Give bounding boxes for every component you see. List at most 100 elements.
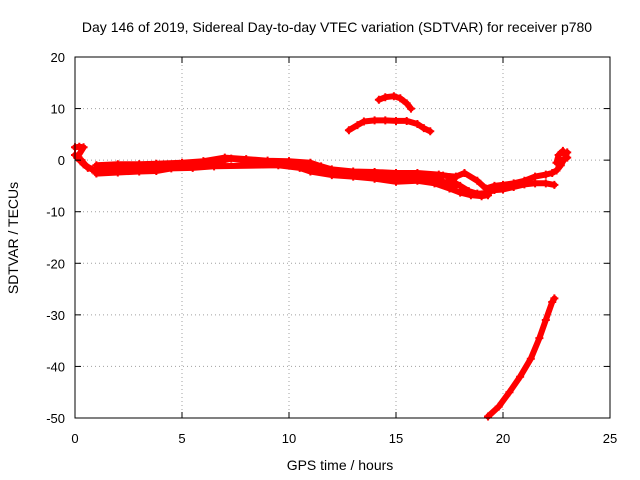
series-ramp bbox=[344, 116, 435, 136]
data-point bbox=[494, 402, 503, 411]
data-point bbox=[541, 179, 550, 188]
data-point bbox=[344, 126, 353, 135]
plot-frame bbox=[74, 56, 611, 419]
data-point bbox=[295, 163, 304, 172]
data-point bbox=[392, 169, 400, 178]
data-point bbox=[317, 162, 326, 171]
x-tick-label: 15 bbox=[389, 431, 403, 446]
data-point bbox=[481, 189, 490, 198]
chart-title: Day 146 of 2019, Sidereal Day-to-day VTE… bbox=[82, 19, 592, 35]
y-tick-label: -30 bbox=[46, 308, 65, 323]
data-point bbox=[484, 412, 493, 421]
x-tick-label: 20 bbox=[496, 431, 510, 446]
x-tick-label: 10 bbox=[282, 431, 296, 446]
data-point bbox=[439, 171, 448, 180]
data-point bbox=[327, 171, 336, 180]
data-point bbox=[413, 120, 422, 129]
data-point bbox=[306, 167, 315, 176]
data-point bbox=[210, 162, 219, 171]
y-tick-label: -40 bbox=[46, 359, 65, 374]
series-tail-lower bbox=[445, 175, 559, 198]
data-point bbox=[424, 173, 433, 182]
data-point bbox=[381, 116, 390, 125]
data-point bbox=[473, 176, 482, 185]
data-point bbox=[473, 189, 482, 198]
data-point bbox=[516, 372, 525, 381]
x-axis-label: GPS time / hours bbox=[287, 457, 394, 473]
data-point bbox=[135, 160, 144, 169]
data-point bbox=[152, 159, 161, 168]
data-point bbox=[135, 167, 144, 176]
data-point bbox=[451, 172, 460, 181]
data-point bbox=[460, 169, 469, 178]
data-point bbox=[92, 169, 101, 178]
data-point bbox=[554, 150, 563, 159]
series-descent bbox=[484, 294, 559, 421]
data-point bbox=[556, 157, 565, 166]
data-point bbox=[499, 185, 507, 194]
data-point bbox=[426, 127, 435, 136]
data-point bbox=[392, 116, 400, 125]
data-point bbox=[552, 158, 561, 167]
data-point bbox=[274, 161, 283, 170]
data-point bbox=[242, 155, 251, 164]
data-point bbox=[419, 124, 428, 133]
data-point bbox=[392, 177, 400, 186]
x-tick-label: 25 bbox=[603, 431, 617, 446]
data-point bbox=[541, 316, 550, 325]
y-tick-label: 0 bbox=[58, 153, 65, 168]
data-point bbox=[535, 334, 544, 343]
series-start-cluster bbox=[71, 142, 97, 174]
data-point bbox=[406, 104, 415, 113]
y-tick-label: 10 bbox=[51, 102, 65, 117]
data-point bbox=[541, 170, 550, 179]
data-point bbox=[389, 92, 398, 101]
data-point bbox=[381, 93, 390, 102]
data-point bbox=[531, 179, 540, 188]
data-point bbox=[464, 187, 473, 196]
series-main-lower bbox=[92, 161, 493, 201]
data-point bbox=[220, 153, 229, 162]
axis-ticks: 0 5 10 15 20 25 20 10 0 -10 -20 -30 -40 -50 bbox=[46, 50, 617, 446]
data-point bbox=[113, 160, 122, 169]
data-point bbox=[490, 186, 499, 195]
y-tick-label: -10 bbox=[46, 205, 65, 220]
data-point bbox=[456, 181, 465, 190]
series-arc bbox=[374, 92, 415, 113]
data-point bbox=[505, 388, 514, 397]
data-point bbox=[402, 116, 411, 125]
data-point bbox=[374, 95, 383, 104]
data-point bbox=[445, 175, 454, 184]
data-point bbox=[353, 121, 362, 130]
data-series bbox=[71, 92, 572, 421]
data-point bbox=[563, 153, 572, 162]
y-axis-label: SDTVAR / TECUs bbox=[5, 182, 21, 294]
data-point bbox=[520, 180, 529, 189]
data-point bbox=[306, 158, 315, 167]
data-point bbox=[430, 179, 439, 188]
data-point bbox=[531, 172, 540, 181]
data-point bbox=[188, 163, 197, 172]
data-point bbox=[413, 169, 422, 178]
x-tick-label: 0 bbox=[71, 431, 78, 446]
y-tick-label: -20 bbox=[46, 256, 65, 271]
data-point bbox=[396, 94, 405, 103]
data-point bbox=[349, 172, 358, 181]
y-tick-label: -50 bbox=[46, 411, 65, 426]
data-point bbox=[167, 164, 176, 173]
data-point bbox=[113, 168, 122, 177]
y-tick-label: 20 bbox=[51, 50, 65, 65]
data-point bbox=[526, 354, 535, 363]
series-line bbox=[485, 295, 558, 420]
data-point bbox=[88, 165, 97, 174]
data-point bbox=[359, 117, 368, 126]
data-point bbox=[550, 294, 559, 303]
data-point bbox=[413, 176, 422, 185]
series-end-cluster bbox=[552, 146, 572, 167]
series-line bbox=[345, 117, 434, 135]
data-point bbox=[456, 188, 465, 197]
data-point bbox=[79, 160, 88, 169]
data-point bbox=[402, 99, 411, 108]
data-point bbox=[370, 174, 379, 183]
